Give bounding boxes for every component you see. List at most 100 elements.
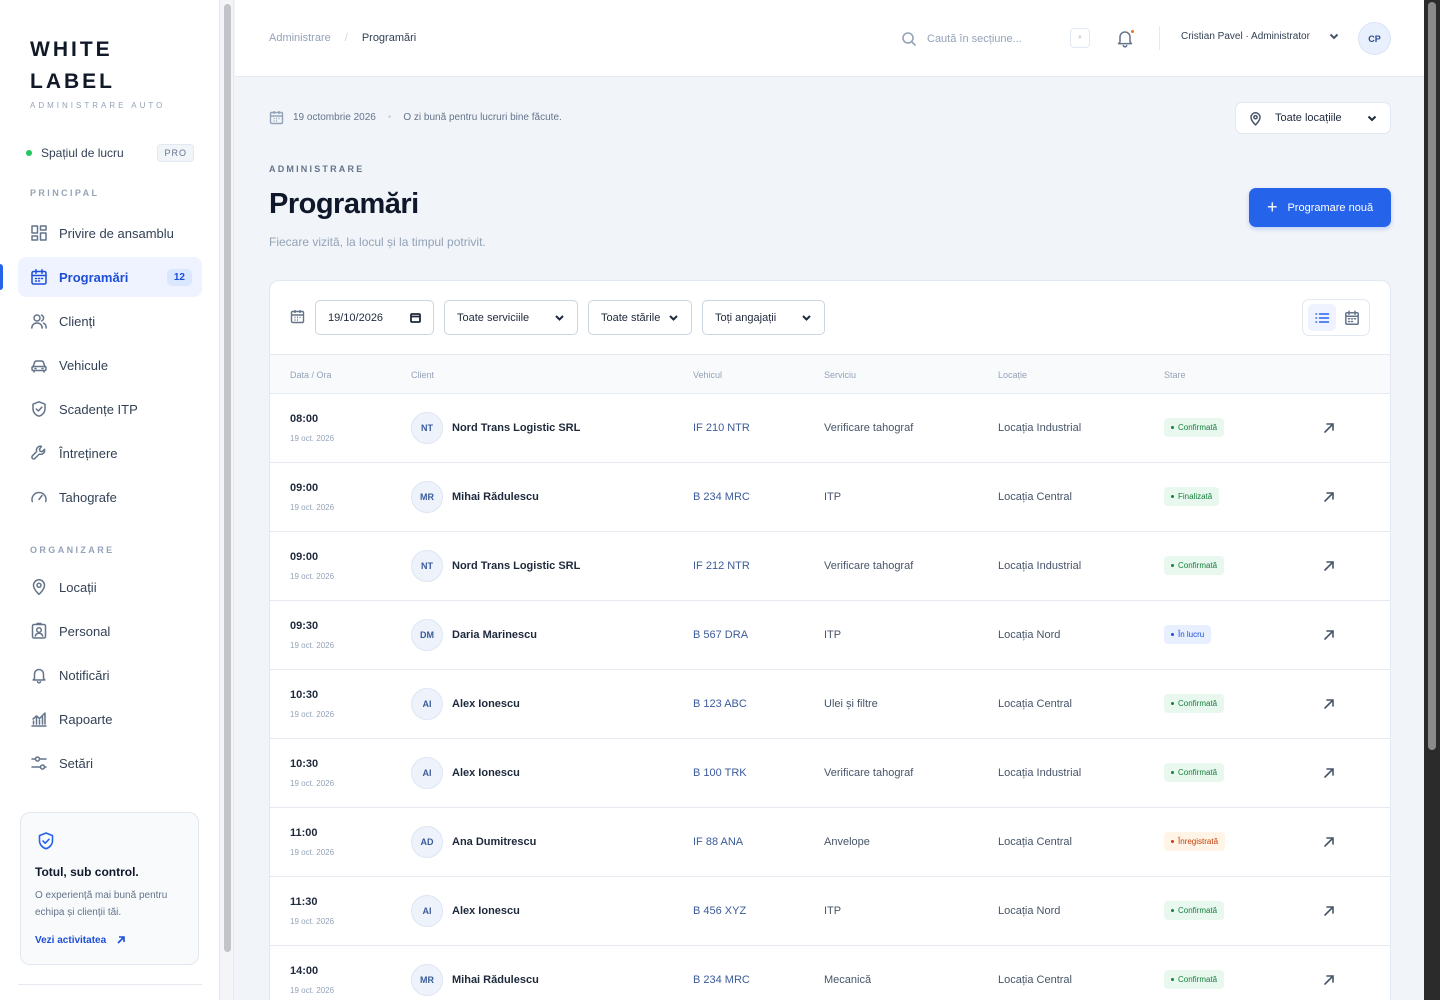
vehicle-plate[interactable]: B 123 ABC bbox=[693, 698, 747, 710]
column-header-vehicle[interactable]: Vehicul bbox=[693, 370, 723, 380]
arrow-up-right-icon[interactable] bbox=[1322, 559, 1336, 573]
vehicle-plate[interactable]: B 567 DRA bbox=[693, 629, 749, 641]
shield-check-icon bbox=[36, 831, 56, 851]
sidebar-item-tachographs[interactable]: Tahografe bbox=[18, 477, 202, 517]
table-row[interactable]: 09:00 19 oct. 2026 MR Mihai Rădulescu B 234 … bbox=[270, 463, 1390, 532]
vehicle-plate[interactable]: B 456 XYZ bbox=[693, 905, 747, 917]
sidebar-scrollbar[interactable] bbox=[221, 0, 234, 1000]
employee-filter-select[interactable]: Toți angajații bbox=[702, 300, 825, 335]
appointments-count-badge: 12 bbox=[166, 268, 192, 286]
table-row[interactable]: 14:00 19 oct. 2026 MR Mihai Rădulescu B 234 … bbox=[270, 946, 1390, 1000]
section-label-organizare: ORGANIZARE bbox=[30, 545, 115, 555]
vehicle-plate[interactable]: B 234 MRC bbox=[693, 974, 750, 986]
sidebar-item-reports[interactable]: Rapoarte bbox=[18, 699, 202, 739]
search-box[interactable] bbox=[901, 28, 1091, 50]
brand-line-1: WHITE bbox=[30, 38, 113, 61]
vehicle-plate[interactable]: B 234 MRC bbox=[693, 491, 750, 503]
client-name[interactable]: Alex Ionescu bbox=[452, 905, 520, 917]
table-row[interactable]: 10:30 19 oct. 2026 AI Alex Ionescu B 123 ABC… bbox=[270, 670, 1390, 739]
view-activity-link[interactable]: Vezi activitatea bbox=[35, 934, 127, 946]
greeting: O zi bună pentru lucruri bine făcute. bbox=[403, 112, 562, 123]
sidebar-item-vehicles[interactable]: Vehicule bbox=[18, 345, 202, 385]
list-view-button[interactable] bbox=[1308, 304, 1336, 331]
sidebar-item-clients[interactable]: Clienți bbox=[18, 301, 202, 341]
calendar-icon bbox=[269, 110, 293, 125]
table-row[interactable]: 09:30 19 oct. 2026 DM Daria Marinescu B 567 … bbox=[270, 601, 1390, 670]
sidebar-scrollbar-thumb[interactable] bbox=[224, 4, 231, 952]
arrow-up-right-icon[interactable] bbox=[1322, 835, 1336, 849]
client-name[interactable]: Alex Ionescu bbox=[452, 698, 520, 710]
location-filter[interactable]: Toate locațiile bbox=[1235, 102, 1391, 134]
client-name[interactable]: Daria Marinescu bbox=[452, 629, 537, 641]
vehicle-plate[interactable]: IF 212 NTR bbox=[693, 560, 750, 572]
arrow-up-right-icon[interactable] bbox=[1322, 973, 1336, 987]
window-scrollbar-thumb[interactable] bbox=[1428, 2, 1436, 750]
calendar-picker-icon[interactable] bbox=[410, 312, 421, 323]
sidebar-item-appointments[interactable]: Programări 12 bbox=[18, 257, 202, 297]
sidebar-item-notifications[interactable]: Notificări bbox=[18, 655, 202, 695]
client-name[interactable]: Mihai Rădulescu bbox=[452, 974, 539, 986]
client-name[interactable]: Mihai Rădulescu bbox=[452, 491, 539, 503]
user-name: Cristian Pavel · Administrator bbox=[1181, 30, 1310, 42]
sidebar-item-settings[interactable]: Setări bbox=[18, 743, 202, 783]
brand-logo[interactable]: WHITE LABEL bbox=[30, 34, 115, 98]
workspace-switcher[interactable]: Spațiul de lucru PRO bbox=[26, 142, 194, 164]
sidebar-item-locations[interactable]: Locații bbox=[18, 567, 202, 607]
client-name[interactable]: Nord Trans Logistic SRL bbox=[452, 422, 581, 434]
column-header-service[interactable]: Serviciu bbox=[824, 370, 857, 380]
view-activity-label: Vezi activitatea bbox=[35, 934, 107, 946]
appointment-time: 08:00 bbox=[290, 413, 319, 425]
calendar-view-button[interactable] bbox=[1338, 304, 1366, 331]
plus-icon: + bbox=[1266, 197, 1278, 217]
map-pin-icon bbox=[1248, 111, 1263, 126]
client-name[interactable]: Ana Dumitrescu bbox=[452, 836, 537, 848]
arrow-up-right-icon[interactable] bbox=[1322, 904, 1336, 918]
appointment-date: 19 oct. 2026 bbox=[290, 434, 335, 443]
service-name: Anvelope bbox=[824, 836, 870, 848]
location-name: Locația Central bbox=[998, 836, 1072, 848]
bell-icon bbox=[30, 666, 48, 684]
status-filter-select[interactable]: Toate stările bbox=[588, 300, 692, 335]
arrow-up-right-icon[interactable] bbox=[1322, 421, 1336, 435]
vehicle-plate[interactable]: IF 210 NTR bbox=[693, 422, 750, 434]
service-name: Ulei și filtre bbox=[824, 698, 878, 710]
status-badge: Confirmată bbox=[1164, 901, 1225, 920]
column-header-location[interactable]: Locație bbox=[998, 370, 1028, 380]
vehicle-plate[interactable]: B 100 TRK bbox=[693, 767, 747, 779]
column-header-client[interactable]: Client bbox=[411, 370, 435, 380]
sidebar-item-itp[interactable]: Scadențe ITP bbox=[18, 389, 202, 429]
window-scrollbar[interactable] bbox=[1424, 0, 1440, 1000]
table-row[interactable]: 11:00 19 oct. 2026 AD Ana Dumitrescu IF 88 A… bbox=[270, 808, 1390, 877]
notifications-button[interactable] bbox=[1115, 28, 1135, 48]
sidebar-item-label: Tahografe bbox=[59, 489, 117, 505]
client-avatar: NT bbox=[411, 412, 443, 444]
table-row[interactable]: 11:30 19 oct. 2026 AI Alex Ionescu B 456 XYZ… bbox=[270, 877, 1390, 946]
brand-line-2: LABEL bbox=[30, 70, 115, 93]
sidebar-item-overview[interactable]: Privire de ansamblu bbox=[18, 213, 202, 253]
column-header-status[interactable]: Stare bbox=[1164, 370, 1186, 380]
arrow-up-right-icon[interactable] bbox=[1322, 766, 1336, 780]
table-row[interactable]: 08:00 19 oct. 2026 NT Nord Trans Logistic S… bbox=[270, 394, 1390, 463]
vehicle-plate[interactable]: IF 88 ANA bbox=[693, 836, 744, 848]
sidebar-item-maintenance[interactable]: Întreținere bbox=[18, 433, 202, 473]
status-filter-value: Toate stările bbox=[601, 311, 661, 324]
service-filter-select[interactable]: Toate serviciile bbox=[444, 300, 578, 335]
arrow-up-right-icon[interactable] bbox=[1322, 697, 1336, 711]
date-filter-input[interactable]: 19/10/2026 bbox=[315, 300, 434, 335]
new-appointment-button[interactable]: + Programare nouă bbox=[1249, 188, 1391, 227]
arrow-up-right-icon[interactable] bbox=[1322, 490, 1336, 504]
user-avatar[interactable]: CP bbox=[1358, 22, 1391, 55]
breadcrumb-root[interactable]: Administrare bbox=[269, 32, 331, 44]
sidebar-item-staff[interactable]: Personal bbox=[18, 611, 202, 651]
arrow-up-right-icon[interactable] bbox=[1322, 628, 1336, 642]
column-header-datetime[interactable]: Data / Ora bbox=[290, 370, 332, 380]
table-row[interactable]: 09:00 19 oct. 2026 NT Nord Trans Logistic S… bbox=[270, 532, 1390, 601]
date-separator: • bbox=[387, 112, 392, 123]
users-icon bbox=[30, 312, 48, 330]
user-menu[interactable]: Cristian Pavel · Administrator bbox=[1181, 30, 1346, 42]
search-input[interactable] bbox=[927, 33, 1057, 45]
appointment-date: 19 oct. 2026 bbox=[290, 572, 335, 581]
table-row[interactable]: 10:30 19 oct. 2026 AI Alex Ionescu B 100 TRK… bbox=[270, 739, 1390, 808]
client-name[interactable]: Nord Trans Logistic SRL bbox=[452, 560, 581, 572]
client-name[interactable]: Alex Ionescu bbox=[452, 767, 520, 779]
